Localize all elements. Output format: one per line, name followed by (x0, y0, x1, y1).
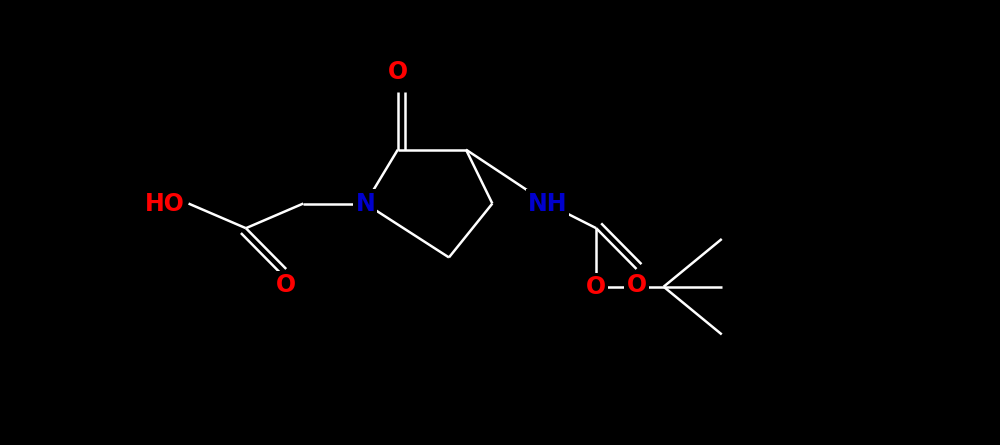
Text: N: N (355, 191, 375, 215)
Text: O: O (276, 273, 296, 297)
Text: O: O (626, 273, 647, 297)
Text: O: O (388, 60, 408, 84)
Text: HO: HO (145, 191, 185, 215)
Text: NH: NH (528, 191, 567, 215)
Text: O: O (586, 275, 606, 299)
